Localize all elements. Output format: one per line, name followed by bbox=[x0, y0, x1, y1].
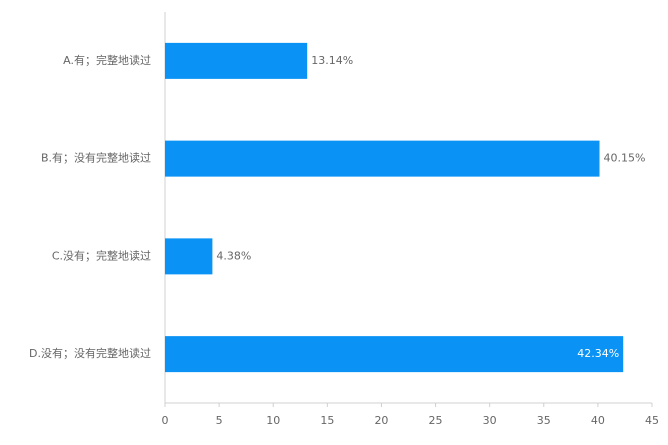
bar bbox=[165, 336, 624, 373]
y-tick-label: D.没有；没有完整地读过 bbox=[29, 346, 151, 360]
y-tick-label: B.有；没有完整地读过 bbox=[41, 151, 151, 165]
x-tick-label: 5 bbox=[216, 414, 223, 427]
x-tick-label: 25 bbox=[429, 414, 443, 427]
x-tick-label: 45 bbox=[645, 414, 659, 427]
data-label: 13.14% bbox=[311, 54, 353, 67]
x-tick-label: 40 bbox=[591, 414, 605, 427]
y-tick-label: A.有；完整地读过 bbox=[63, 53, 151, 67]
x-tick-label: 35 bbox=[537, 414, 551, 427]
bar bbox=[165, 238, 213, 275]
x-tick-label: 10 bbox=[266, 414, 280, 427]
data-label: 42.34% bbox=[577, 347, 619, 360]
x-tick-label: 20 bbox=[374, 414, 388, 427]
bar bbox=[165, 140, 600, 177]
data-label: 4.38% bbox=[216, 249, 251, 262]
y-tick-label: C.没有；完整地读过 bbox=[52, 248, 151, 262]
data-label: 40.15% bbox=[604, 152, 646, 165]
x-tick-label: 30 bbox=[483, 414, 497, 427]
x-tick-label: 15 bbox=[320, 414, 334, 427]
x-tick-label: 0 bbox=[162, 414, 169, 427]
bar bbox=[165, 42, 308, 79]
